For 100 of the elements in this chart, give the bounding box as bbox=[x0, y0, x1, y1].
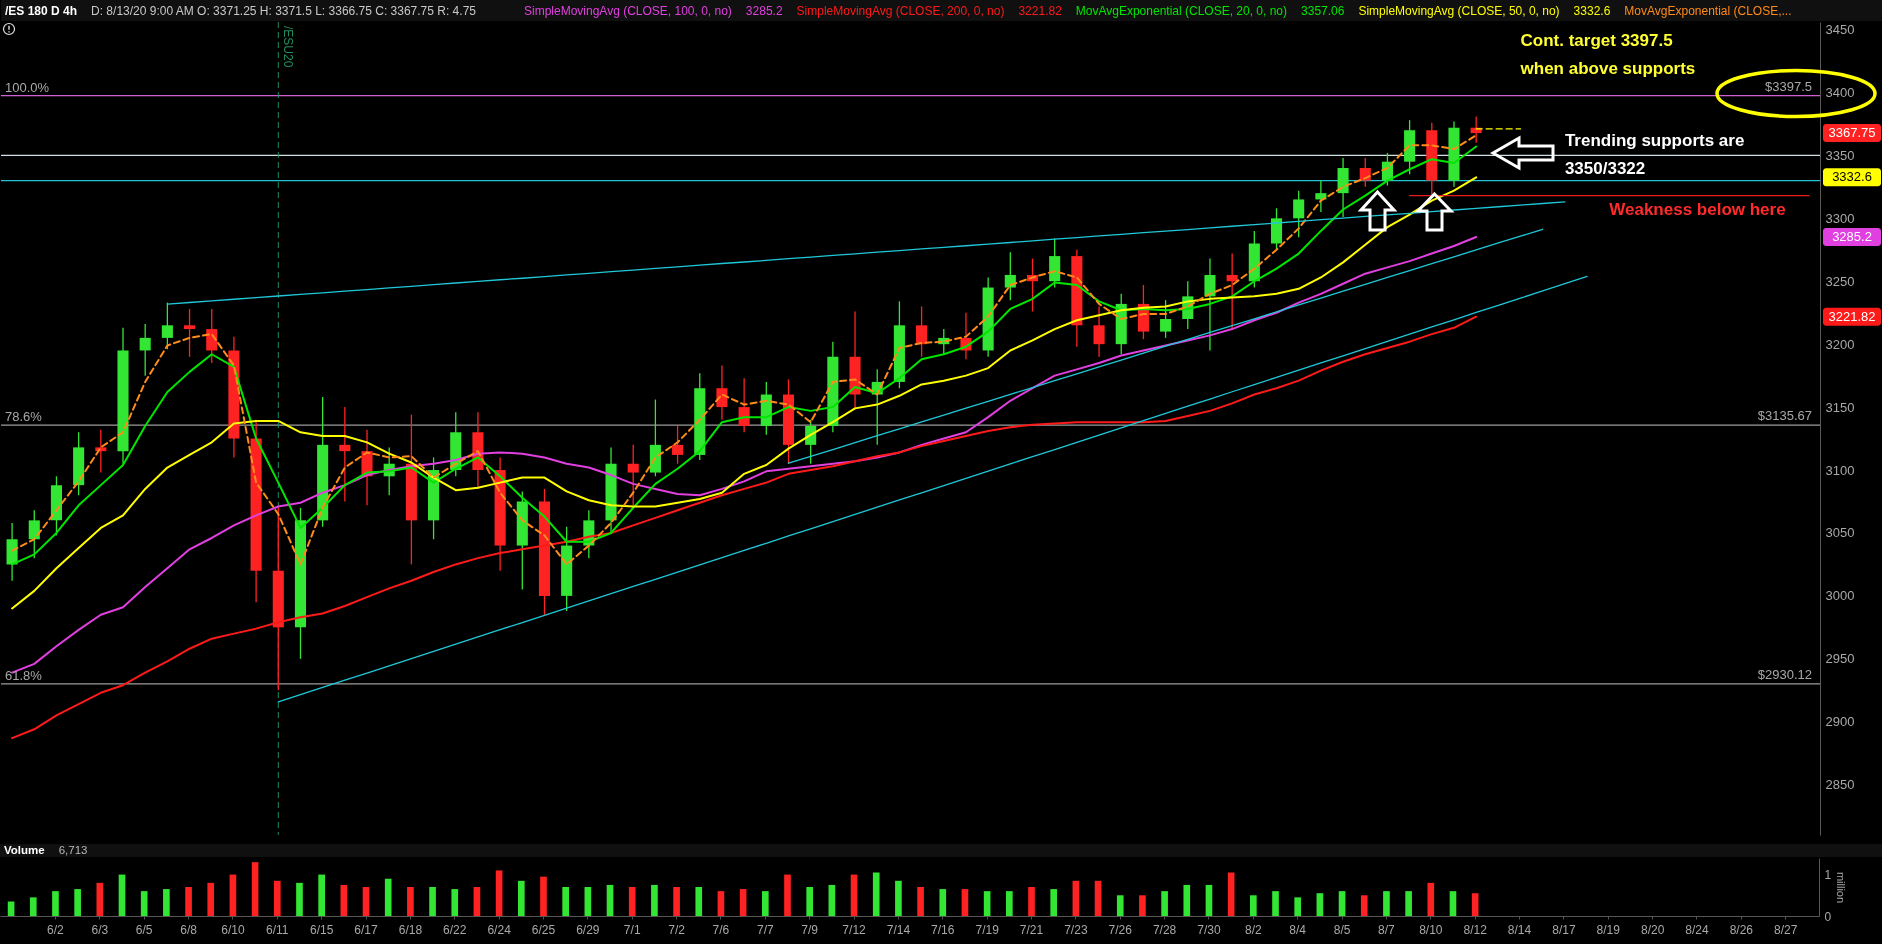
bar bbox=[939, 889, 947, 916]
bar bbox=[407, 887, 414, 916]
x-tick-label: 7/14 bbox=[886, 922, 911, 937]
text: 3285.2 bbox=[745, 4, 783, 18]
bar bbox=[1449, 891, 1457, 916]
ref-line-label: $3135.67 bbox=[1757, 408, 1812, 424]
annotation: 100.0% bbox=[5, 79, 50, 95]
x-tick-label: 7/23 bbox=[1064, 922, 1088, 937]
bar bbox=[517, 880, 525, 916]
bar bbox=[251, 862, 259, 916]
bar bbox=[207, 882, 215, 916]
bar bbox=[1471, 893, 1479, 916]
bar bbox=[983, 891, 991, 916]
y-tick-label: 3200 bbox=[1825, 336, 1855, 352]
x-tick-label: 8/5 bbox=[1333, 922, 1351, 937]
annotation: Trending supports are 3350/3322 bbox=[1564, 131, 1745, 179]
x-tick-label: 8/2 bbox=[1244, 922, 1262, 937]
text: 3332.6 bbox=[1832, 169, 1872, 185]
ref-line-label: /ESU20 bbox=[281, 26, 296, 68]
text: SimpleMovingAvg (CLOSE, 100, 0, no) bbox=[523, 4, 732, 18]
candlestick bbox=[1004, 251, 1016, 301]
bar bbox=[1360, 895, 1368, 916]
candlestick bbox=[339, 406, 351, 503]
bar bbox=[673, 887, 680, 916]
y-tick-label: 2900 bbox=[1825, 714, 1855, 730]
bar bbox=[340, 884, 348, 916]
bar bbox=[895, 880, 902, 916]
y-tick-label: 0 bbox=[1824, 909, 1832, 924]
bar bbox=[1183, 884, 1191, 916]
candlestick bbox=[627, 444, 639, 506]
bar bbox=[495, 870, 503, 916]
bar bbox=[1139, 895, 1146, 916]
chart-subtitle: D: 8/13/20 9:00 AM O: 3371.25 H: 3371.5 L: 3366.75 C: 3367.75 R: 4.75 bbox=[91, 4, 477, 18]
annotation: 61.8% bbox=[5, 667, 43, 683]
bar bbox=[1205, 884, 1213, 916]
bar bbox=[1427, 882, 1435, 916]
x-tick-label: 6/8 bbox=[180, 922, 198, 937]
bar bbox=[1338, 891, 1346, 916]
x-tick-label: 6/2 bbox=[47, 922, 65, 937]
bar bbox=[52, 891, 59, 916]
y-tick-label: 3450 bbox=[1825, 22, 1855, 38]
bar bbox=[1116, 895, 1124, 916]
x-tick-label: 6/11 bbox=[266, 922, 289, 937]
y-tick-label: 3400 bbox=[1825, 84, 1855, 100]
y-tick-label: 2850 bbox=[1825, 777, 1855, 793]
annotation: Weakness below here bbox=[1609, 199, 1786, 219]
x-tick-label: 7/1 bbox=[623, 922, 641, 937]
x-tick-label: 6/15 bbox=[309, 922, 334, 937]
bar bbox=[651, 884, 658, 916]
candlestick bbox=[1204, 257, 1216, 352]
y-axis-title: million bbox=[1835, 871, 1848, 904]
x-tick-label: 8/7 bbox=[1378, 922, 1396, 937]
x-tick-label: 6/3 bbox=[91, 922, 109, 937]
line-series bbox=[277, 275, 1588, 703]
bar bbox=[273, 880, 281, 916]
y-tick-label: 3100 bbox=[1825, 462, 1855, 478]
bar bbox=[1072, 880, 1080, 916]
x-tick-label: 7/2 bbox=[668, 922, 686, 937]
text: 3332.6 bbox=[1573, 4, 1611, 18]
x-tick-label: 7/30 bbox=[1197, 922, 1221, 937]
bar bbox=[185, 887, 192, 916]
y-tick-label: 3000 bbox=[1825, 588, 1855, 604]
x-tick-label: 7/7 bbox=[756, 922, 774, 937]
bar bbox=[29, 897, 37, 916]
candlestick bbox=[1293, 189, 1305, 238]
x-tick-label: 7/6 bbox=[712, 922, 730, 937]
x-tick-label: 8/10 bbox=[1419, 922, 1443, 937]
y-tick-label: 1 bbox=[1824, 868, 1832, 883]
bar bbox=[961, 889, 969, 916]
bar bbox=[473, 887, 481, 916]
bar bbox=[1250, 895, 1257, 916]
bar bbox=[562, 887, 569, 916]
y-tick-label: 3250 bbox=[1825, 273, 1855, 289]
y-tick-label: 3300 bbox=[1825, 210, 1855, 226]
bar bbox=[384, 878, 392, 916]
candlestick bbox=[184, 308, 196, 358]
x-tick-label: 8/20 bbox=[1640, 922, 1665, 937]
bar bbox=[739, 889, 747, 916]
x-tick-label: 6/18 bbox=[398, 922, 423, 937]
candlestick bbox=[139, 323, 151, 377]
bar bbox=[74, 889, 81, 916]
annotation: Cont. target 3397.5 when above supports bbox=[1519, 30, 1696, 78]
x-tick-label: 6/24 bbox=[487, 922, 512, 937]
bar bbox=[1006, 891, 1013, 916]
x-tick-label: 8/27 bbox=[1774, 922, 1798, 937]
candlestick bbox=[161, 302, 173, 350]
bar bbox=[429, 887, 436, 916]
text: MovAvgExponential (CLOSE,... bbox=[1624, 4, 1792, 18]
bar bbox=[96, 882, 104, 916]
text: 6,713 bbox=[58, 844, 88, 856]
text: 3221.82 bbox=[1828, 308, 1876, 324]
y-tick-label: 3150 bbox=[1825, 399, 1855, 415]
x-tick-label: 7/21 bbox=[1019, 922, 1044, 937]
bar bbox=[1050, 889, 1058, 916]
bar bbox=[784, 874, 791, 916]
x-tick-label: 6/5 bbox=[135, 922, 153, 937]
bar bbox=[806, 887, 813, 916]
bar bbox=[606, 884, 614, 916]
x-tick-label: 6/29 bbox=[576, 922, 600, 937]
x-tick-label: 6/10 bbox=[221, 922, 245, 937]
